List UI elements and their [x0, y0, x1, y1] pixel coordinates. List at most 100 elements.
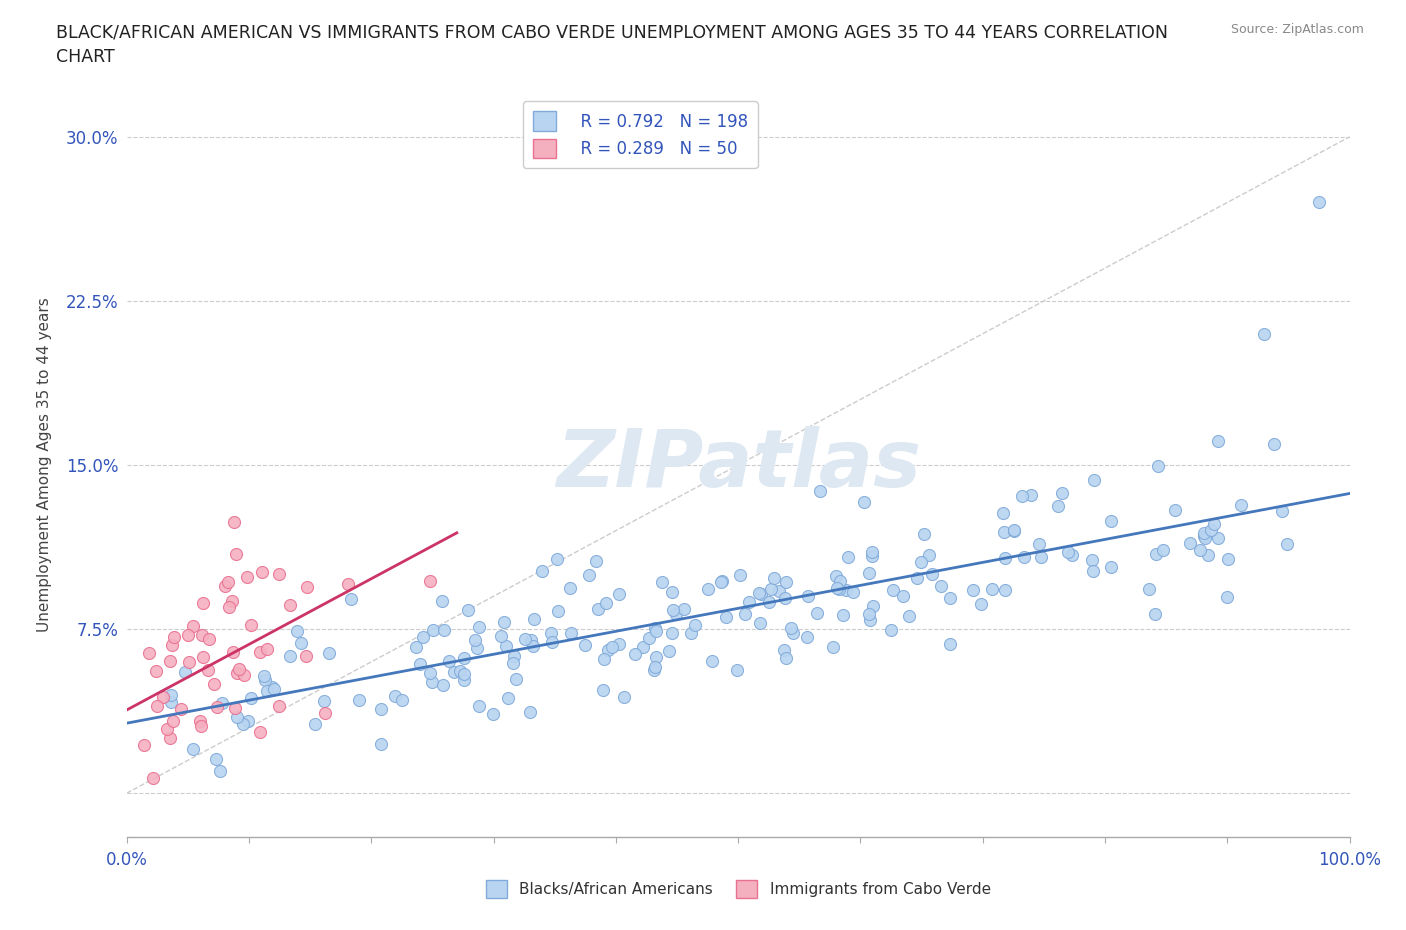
- Point: [1002, 522, 1025, 537]
- Point: [339, 591, 361, 606]
- Point: [560, 625, 582, 640]
- Point: [464, 632, 486, 647]
- Point: [1253, 326, 1275, 341]
- Point: [249, 644, 271, 659]
- Point: [409, 657, 432, 671]
- Point: [782, 625, 804, 640]
- Point: [1218, 551, 1240, 566]
- Point: [762, 570, 785, 585]
- Point: [1019, 487, 1042, 502]
- Point: [842, 584, 865, 599]
- Point: [262, 679, 284, 694]
- Point: [837, 550, 859, 565]
- Point: [188, 713, 211, 728]
- Point: [1137, 582, 1160, 597]
- Point: [207, 699, 229, 714]
- Point: [295, 579, 318, 594]
- Point: [249, 725, 271, 740]
- Point: [596, 643, 619, 658]
- Point: [595, 595, 617, 610]
- Point: [1083, 564, 1105, 578]
- Point: [673, 602, 696, 617]
- Point: [1002, 524, 1025, 538]
- Point: [1263, 436, 1285, 451]
- Point: [1081, 552, 1104, 567]
- Point: [905, 570, 928, 585]
- Point: [285, 624, 308, 639]
- Point: [156, 722, 179, 737]
- Point: [520, 632, 543, 647]
- Point: [910, 554, 932, 569]
- Point: [645, 649, 668, 664]
- Point: [280, 598, 302, 613]
- Point: [748, 585, 770, 600]
- Point: [1099, 513, 1122, 528]
- Point: [183, 618, 205, 633]
- Point: [661, 625, 683, 640]
- Point: [267, 566, 290, 581]
- Point: [238, 713, 260, 728]
- Point: [190, 719, 212, 734]
- Point: [749, 586, 772, 601]
- Point: [312, 693, 335, 708]
- Point: [541, 635, 564, 650]
- Point: [467, 698, 489, 713]
- Text: BLACK/AFRICAN AMERICAN VS IMMIGRANTS FROM CABO VERDE UNEMPLOYMENT AMONG AGES 35 : BLACK/AFRICAN AMERICAN VS IMMIGRANTS FRO…: [56, 23, 1168, 41]
- Point: [665, 606, 688, 621]
- Point: [513, 631, 536, 646]
- Point: [775, 574, 797, 589]
- Point: [994, 551, 1017, 565]
- Point: [1197, 547, 1219, 562]
- Point: [835, 583, 858, 598]
- Point: [1189, 543, 1212, 558]
- Point: [921, 566, 943, 581]
- Point: [808, 484, 831, 498]
- Point: [457, 602, 479, 617]
- Point: [1012, 550, 1035, 565]
- Text: ZIPatlas: ZIPatlas: [555, 426, 921, 504]
- Point: [405, 640, 427, 655]
- Point: [994, 583, 1017, 598]
- Point: [1099, 560, 1122, 575]
- Point: [218, 600, 240, 615]
- Point: [600, 640, 623, 655]
- Point: [679, 626, 702, 641]
- Point: [773, 591, 796, 605]
- Point: [443, 665, 465, 680]
- Point: [481, 707, 503, 722]
- Point: [858, 606, 880, 621]
- Point: [710, 575, 733, 590]
- Point: [193, 649, 215, 664]
- Point: [432, 594, 454, 609]
- Point: [806, 605, 828, 620]
- Y-axis label: Unemployment Among Ages 35 to 44 years: Unemployment Among Ages 35 to 44 years: [37, 298, 52, 632]
- Point: [880, 623, 903, 638]
- Point: [828, 574, 851, 589]
- Point: [683, 618, 706, 632]
- Point: [1271, 504, 1294, 519]
- Point: [821, 640, 844, 655]
- Point: [250, 565, 273, 579]
- Point: [433, 622, 456, 637]
- Point: [145, 664, 167, 679]
- Point: [716, 610, 738, 625]
- Point: [759, 581, 782, 596]
- Point: [758, 595, 780, 610]
- Point: [503, 649, 526, 664]
- Point: [465, 641, 488, 656]
- Point: [142, 770, 165, 785]
- Point: [825, 581, 848, 596]
- Point: [208, 764, 231, 778]
- Point: [170, 702, 193, 717]
- Point: [226, 710, 249, 724]
- Point: [522, 639, 544, 654]
- Point: [453, 672, 475, 687]
- Point: [419, 666, 441, 681]
- Point: [1152, 542, 1174, 557]
- Point: [645, 624, 668, 639]
- Point: [159, 654, 181, 669]
- Point: [623, 646, 645, 661]
- Point: [631, 640, 654, 655]
- Point: [938, 591, 960, 605]
- Point: [651, 575, 673, 590]
